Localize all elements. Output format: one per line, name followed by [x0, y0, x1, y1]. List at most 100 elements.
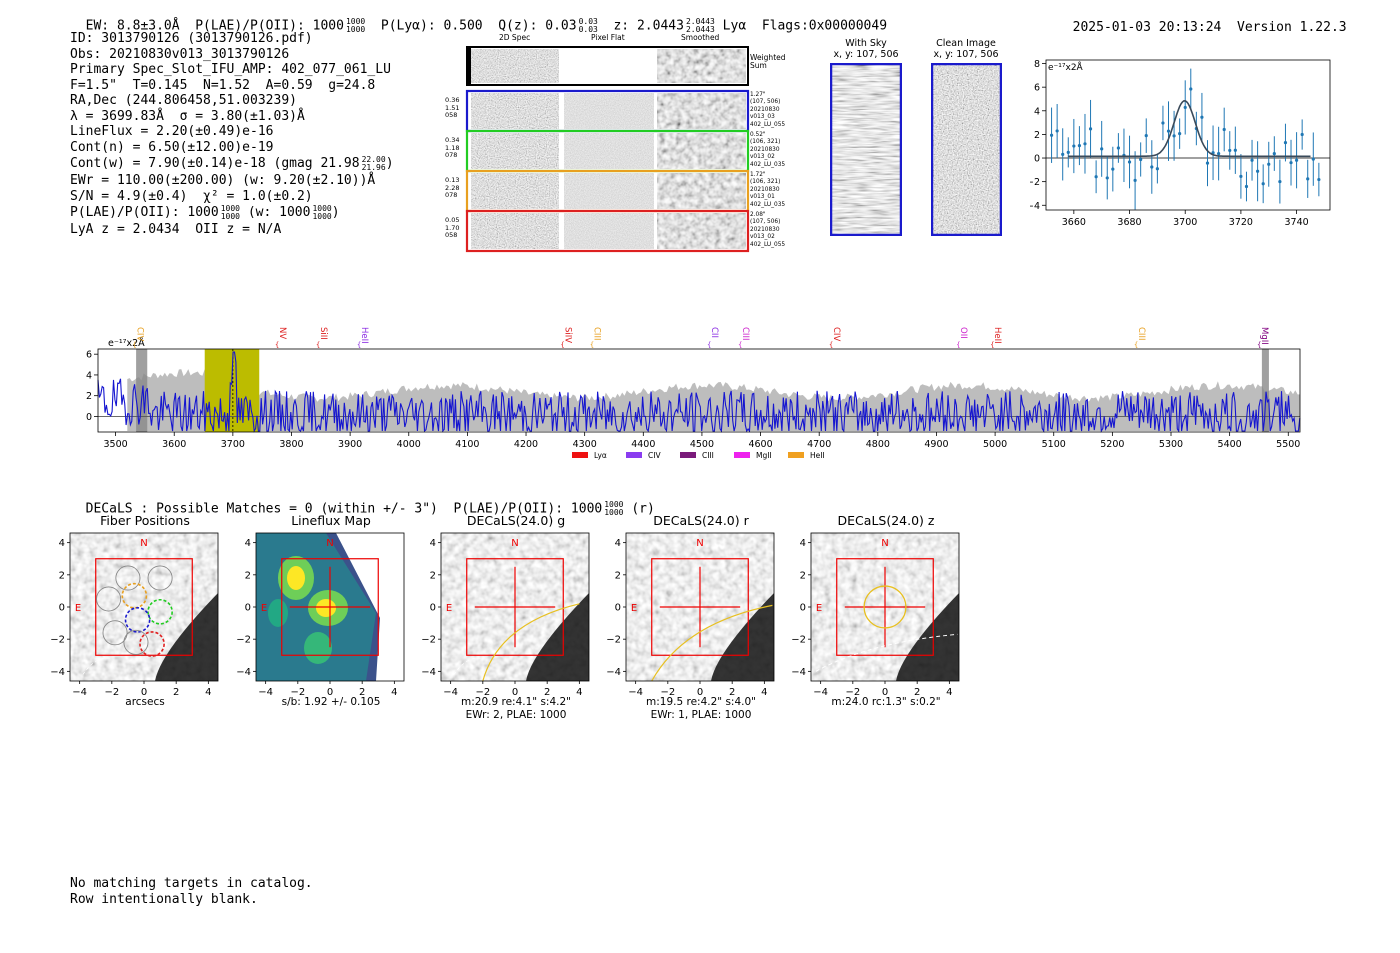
spectrum-xtick: 4900 — [924, 439, 948, 450]
panel-ytick: 4 — [59, 538, 65, 549]
panel-xtick: 0 — [882, 687, 888, 698]
info-lineflux: LineFlux = 2.20(±0.49)e-16 — [70, 124, 274, 139]
panel-xtick: −4 — [813, 687, 828, 698]
cutout-svg — [465, 46, 750, 253]
plya-value: P(Lyα): 0.500 — [380, 18, 483, 34]
info-sn: S/N = 4.9(±0.4) χ² = 1.0(±0.2) — [70, 188, 313, 204]
panel-xtick: −2 — [290, 687, 305, 698]
east-marker: E — [261, 603, 267, 614]
spectrum-legend: Lyα CIV CIII MgII HeII — [572, 451, 825, 460]
panel-xtick: 4 — [761, 687, 767, 698]
full-spectrum-plot: e⁻¹⁷x2Å 3500 3600 3700 3800 3900 4000 4100 4200 4… — [86, 327, 1301, 460]
with-sky-image — [830, 63, 902, 236]
fiber-circle — [121, 582, 148, 609]
panel-xtick: −2 — [660, 687, 675, 698]
fiber-circle — [139, 631, 165, 657]
panel-ytick: 0 — [615, 603, 621, 614]
panel-xtick: −4 — [72, 687, 87, 698]
panel-xtick: 2 — [359, 687, 365, 698]
panel-title: DECaLS(24.0) r — [653, 513, 749, 528]
line-marker-label: SiII — [318, 327, 328, 340]
spectrum-xtick: 5100 — [1042, 439, 1066, 450]
spectrum-xtick: 4100 — [455, 439, 479, 450]
panel-xtick: −4 — [443, 687, 458, 698]
line-marker-label: CIV — [831, 327, 841, 341]
legend-swatch — [788, 452, 804, 458]
flags-value: Flags:0x00000049 — [761, 18, 888, 34]
panel-xtick: −4 — [258, 687, 273, 698]
panel-ytick: −2 — [421, 635, 436, 646]
fiber-circle — [96, 586, 122, 612]
fiber-circle — [123, 629, 149, 655]
line-marker-label: HeII — [992, 327, 1002, 344]
panel-xtick: −2 — [475, 687, 490, 698]
panel-ytick: 4 — [615, 538, 621, 549]
panel-title: DECaLS(24.0) z — [837, 513, 935, 528]
panel-ytick: 0 — [800, 603, 806, 614]
cutout-pixel-flat — [564, 93, 654, 129]
spectrum-ytick: 6 — [86, 350, 92, 361]
panel-ytick: −2 — [791, 635, 806, 646]
spectrum-ytick: 2 — [86, 391, 92, 402]
spectrum-xtick: 5300 — [1159, 439, 1183, 450]
panel-ytick: 4 — [800, 538, 806, 549]
spectrum-xtick: 5200 — [1100, 439, 1124, 450]
panel-xtick: 2 — [173, 687, 179, 698]
panel-ytick: 2 — [430, 570, 436, 581]
line-fit-plot: e⁻¹⁷x2Å 3660 3680 3700 3720 3740 8 6 4 2 0 −2 −4 — [1030, 59, 1331, 228]
spectrum-xtick: 4600 — [748, 439, 772, 450]
cutout-pixel-flat — [564, 173, 654, 209]
info-primary: Primary Spec_Slot_IFU_AMP: 402_077_061_L… — [70, 62, 391, 77]
east-marker: E — [816, 603, 822, 614]
line-marker-tick: { — [738, 341, 742, 349]
spectrum-xtick: 4400 — [631, 439, 655, 450]
legend-swatch — [680, 452, 696, 458]
panel-xtick: 2 — [544, 687, 550, 698]
with-sky-title: With Sky x, y: 107, 506 — [833, 38, 899, 60]
panel-ytick: 4 — [430, 538, 436, 549]
line-marker-label: SiIV — [562, 327, 572, 343]
fit-ytick: 8 — [1034, 59, 1040, 70]
cutout-2d-spec — [471, 133, 559, 169]
panel-ytick: 0 — [430, 603, 436, 614]
panel-image-3: N E 4 2 0 −2 −4 −4 −2 0 2 4 — [606, 532, 775, 698]
panel-xtick: −2 — [845, 687, 860, 698]
col-smoothed: Smoothed — [681, 33, 720, 42]
header-bar: EW: 8.8±3.0Å P(LAE)/P(OII): 1000 1000 1000… — [85, 17, 888, 34]
panel-title: DECaLS(24.0) g — [466, 513, 566, 528]
line-marker-label: OII — [958, 327, 968, 339]
cutout-row-weights: 0.05 1.70 058 — [445, 216, 460, 239]
panel-caption: s/b: 1.92 +/- 0.105 — [281, 696, 381, 708]
spectrum-xtick: 5400 — [1218, 439, 1242, 450]
fiber-circle — [102, 620, 128, 646]
line-marker-label: NV — [277, 327, 287, 339]
info-contw: Cont(w) = 7.90(±0.14)e-18 (gmag 21.98 22.… — [70, 154, 394, 172]
cutout-row-info: 1.72" (106, 321) 20210830 v013_01 402_LU_035 — [750, 172, 786, 208]
panel-caption: m:19.5 re:4.2" s:4.0" EWr: 1, PLAE: 1000 — [646, 696, 756, 721]
spectrum-xtick: 3500 — [103, 439, 127, 450]
line-marker-tick: { — [590, 341, 594, 349]
panel-xtick: −2 — [104, 687, 119, 698]
line-marker-label: HeII — [359, 327, 369, 344]
panel-ytick: 2 — [615, 570, 621, 581]
col-pixel-flat: Pixel Flat — [591, 33, 625, 42]
east-marker: E — [631, 603, 637, 614]
line-id: Lyα — [722, 18, 747, 34]
legend-swatch — [572, 452, 588, 458]
line-marker-label: CIV — [134, 327, 144, 341]
north-marker: N — [140, 538, 147, 549]
panel-ytick: −2 — [50, 635, 65, 646]
info-block: ID: 3013790126 (3013790126.pdf) Obs: 202… — [70, 31, 394, 238]
legend-label: Lyα — [594, 451, 607, 460]
line-marker-label: CIII — [1136, 327, 1146, 340]
panel-image-0: N E 4 2 0 −2 −4 −4 −2 0 2 4 — [50, 532, 219, 698]
panel-title: Lineflux Map — [291, 513, 371, 528]
spectrum-ytick: 0 — [86, 412, 92, 423]
panel-image-1: N E 4 2 0 −2 −4 −4 −2 0 2 4 — [236, 532, 405, 698]
east-marker: E — [75, 603, 81, 614]
legend-label: HeII — [810, 451, 825, 460]
panel-ytick: −2 — [606, 635, 621, 646]
fit-ytick: −2 — [1030, 177, 1040, 188]
panel-ytick: 2 — [245, 570, 251, 581]
panel-ytick: −2 — [236, 635, 251, 646]
